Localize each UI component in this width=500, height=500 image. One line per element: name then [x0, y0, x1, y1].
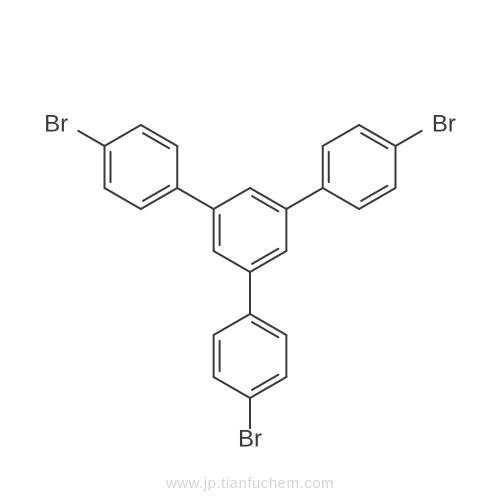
svg-text:Br: Br	[44, 110, 68, 137]
watermark-text: www.jp.tianfuchem.com	[166, 475, 334, 492]
molecule-svg: Br Br Br	[0, 0, 500, 500]
svg-text:Br: Br	[432, 110, 456, 137]
figure-canvas: Br Br Br www.jp.tianfuchem.com	[0, 0, 500, 500]
svg-text:Br: Br	[238, 425, 262, 452]
